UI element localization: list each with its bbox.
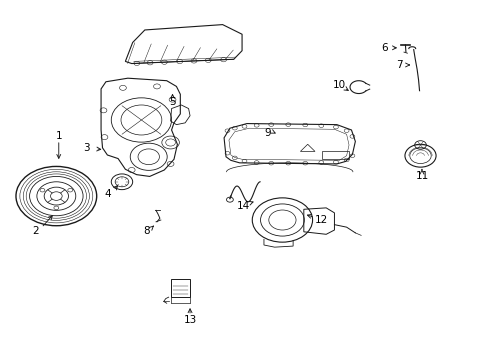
Text: 13: 13 xyxy=(183,315,196,325)
Text: 14: 14 xyxy=(236,201,250,211)
Text: 6: 6 xyxy=(381,43,387,53)
Text: 9: 9 xyxy=(264,128,271,138)
Text: 7: 7 xyxy=(395,60,402,70)
Text: 5: 5 xyxy=(169,97,176,107)
Bar xyxy=(170,279,190,297)
Text: 4: 4 xyxy=(104,189,110,199)
Text: 12: 12 xyxy=(314,215,327,225)
Text: 8: 8 xyxy=(142,226,149,236)
Text: 10: 10 xyxy=(332,80,345,90)
Text: 3: 3 xyxy=(83,143,90,153)
Text: 1: 1 xyxy=(55,131,62,141)
Text: 2: 2 xyxy=(32,226,39,236)
Text: 11: 11 xyxy=(414,171,427,181)
